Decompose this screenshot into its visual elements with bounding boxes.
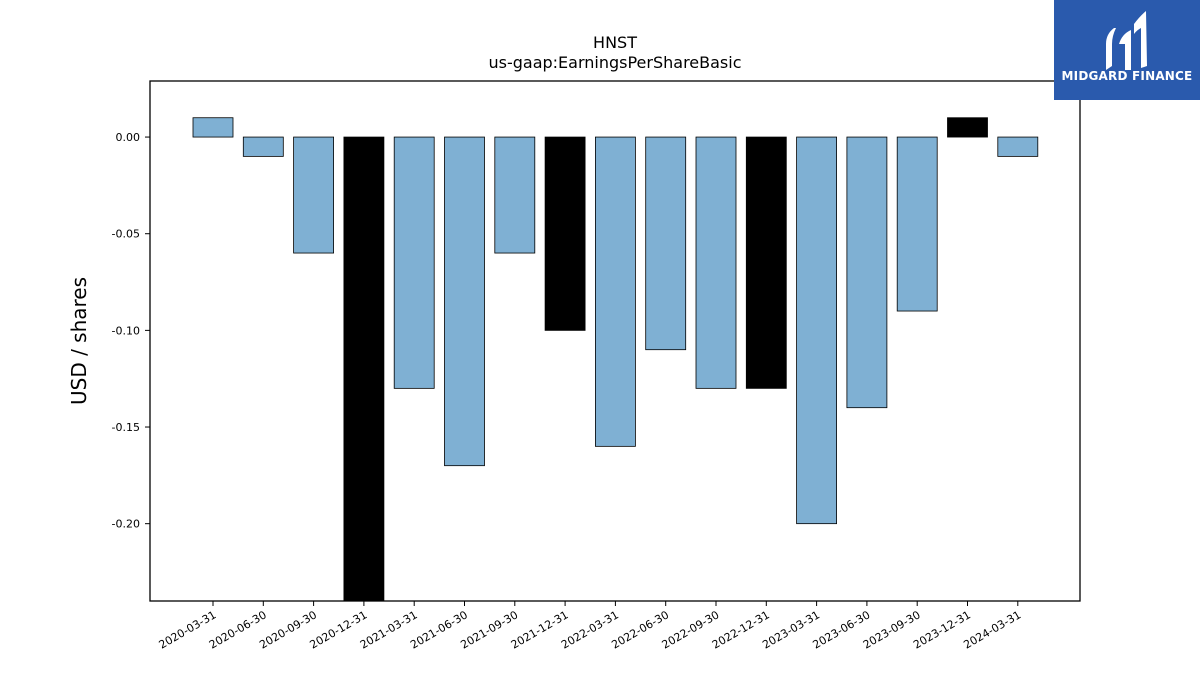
bar-2021-06-30	[444, 136, 485, 467]
bar-2023-09-30	[896, 136, 938, 312]
plot-frame	[149, 80, 1081, 602]
bar-2020-06-30	[242, 136, 284, 157]
bar-2021-09-30	[494, 136, 536, 254]
logo-mark-icon	[1106, 11, 1147, 70]
bar-2022-03-31	[595, 136, 636, 447]
y-axis-ticks: 0.00 -0.05 -0.10 -0.15 -0.20	[112, 131, 150, 531]
bar-2024-03-31	[997, 136, 1039, 157]
y-tick-label: -0.15	[112, 421, 140, 434]
x-tick-label: 2024-03-31	[961, 608, 1023, 651]
bar-2022-06-30	[645, 136, 687, 351]
bar-2023-12-31	[947, 117, 988, 138]
y-tick-label: -0.05	[112, 228, 140, 241]
y-axis-label: USD / shares	[67, 277, 91, 405]
bar-2020-03-31	[192, 117, 234, 138]
bar-2021-03-31	[393, 136, 435, 389]
y-tick-label: 0.00	[116, 131, 141, 144]
logo-text: MIDGARD FINANCE	[1062, 69, 1193, 83]
bar-2023-06-30	[846, 136, 888, 409]
chart-subtitle: us-gaap:EarningsPerShareBasic	[488, 53, 741, 72]
bars	[192, 117, 1039, 602]
bar-2022-09-30	[695, 136, 737, 389]
bar-2022-12-31	[745, 136, 787, 389]
x-axis-ticks: 2020-03-312020-06-302020-09-302020-12-31…	[157, 601, 1023, 652]
chart-title: HNST	[593, 33, 637, 52]
bar-2020-09-30	[293, 136, 335, 254]
bar-2023-03-31	[796, 136, 837, 525]
bar-2020-12-31	[343, 136, 385, 602]
y-tick-label: -0.20	[112, 518, 140, 531]
bar-2021-12-31	[544, 136, 586, 331]
midgard-finance-logo: MIDGARD FINANCE	[1054, 0, 1200, 100]
y-tick-label: -0.10	[112, 324, 140, 337]
